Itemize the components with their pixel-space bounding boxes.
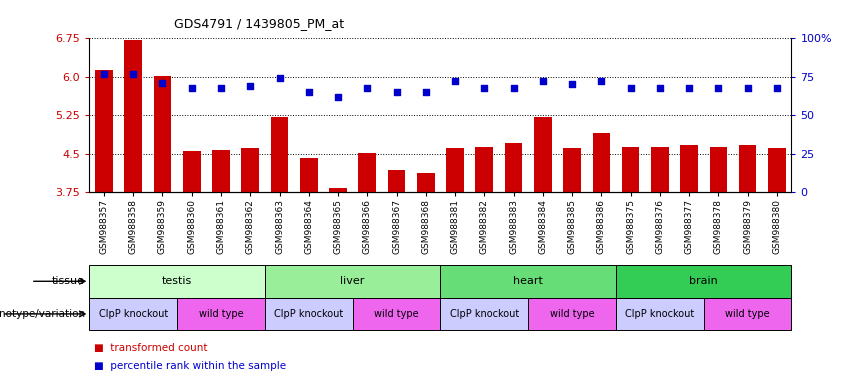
Bar: [265, 298, 352, 330]
Text: GDS4791 / 1439805_PM_at: GDS4791 / 1439805_PM_at: [174, 17, 345, 30]
Point: [624, 84, 637, 91]
Bar: [89, 298, 177, 330]
Bar: [352, 298, 440, 330]
Bar: [300, 158, 317, 192]
Bar: [154, 76, 171, 192]
Bar: [680, 145, 698, 192]
Point: [419, 89, 432, 95]
Point: [740, 84, 754, 91]
Bar: [505, 143, 523, 192]
Point: [653, 84, 666, 91]
Bar: [271, 117, 288, 192]
Bar: [183, 151, 201, 192]
Text: genotype/variation: genotype/variation: [0, 309, 85, 319]
Bar: [242, 148, 259, 192]
Bar: [329, 189, 346, 192]
Point: [770, 84, 784, 91]
Point: [331, 94, 345, 100]
Bar: [358, 152, 376, 192]
Point: [477, 84, 491, 91]
Point: [361, 84, 374, 91]
Point: [185, 84, 198, 91]
Bar: [446, 149, 464, 192]
Point: [390, 89, 403, 95]
Bar: [417, 173, 435, 192]
Point: [595, 78, 608, 84]
Bar: [534, 117, 551, 192]
Bar: [89, 265, 265, 298]
Bar: [441, 298, 528, 330]
Bar: [124, 40, 142, 192]
Text: ClpP knockout: ClpP knockout: [449, 309, 519, 319]
Bar: [388, 170, 405, 192]
Bar: [622, 147, 639, 192]
Point: [506, 84, 520, 91]
Point: [683, 84, 696, 91]
Text: wild type: wild type: [550, 309, 594, 319]
Bar: [616, 298, 704, 330]
Text: ■  transformed count: ■ transformed count: [94, 343, 207, 353]
Bar: [710, 147, 727, 192]
Text: liver: liver: [340, 276, 365, 286]
Text: ClpP knockout: ClpP knockout: [99, 309, 168, 319]
Bar: [441, 265, 616, 298]
Text: ClpP knockout: ClpP knockout: [274, 309, 343, 319]
Text: ■  percentile rank within the sample: ■ percentile rank within the sample: [94, 361, 286, 371]
Text: wild type: wild type: [374, 309, 419, 319]
Text: wild type: wild type: [725, 309, 770, 319]
Point: [448, 78, 462, 84]
Point: [214, 84, 228, 91]
Point: [302, 89, 316, 95]
Bar: [563, 149, 580, 192]
Point: [272, 75, 286, 81]
Bar: [592, 132, 610, 192]
Text: brain: brain: [689, 276, 718, 286]
Bar: [739, 145, 757, 192]
Bar: [528, 298, 616, 330]
Text: wild type: wild type: [198, 309, 243, 319]
Point: [711, 84, 725, 91]
Text: heart: heart: [513, 276, 543, 286]
Bar: [651, 147, 669, 192]
Bar: [265, 265, 440, 298]
Bar: [768, 148, 785, 192]
Point: [127, 71, 140, 77]
Point: [536, 78, 550, 84]
Point: [156, 80, 169, 86]
Point: [565, 81, 579, 88]
Bar: [177, 298, 265, 330]
Point: [243, 83, 257, 89]
Text: ClpP knockout: ClpP knockout: [625, 309, 694, 319]
Bar: [704, 298, 791, 330]
Bar: [616, 265, 791, 298]
Point: [97, 71, 111, 77]
Text: tissue: tissue: [52, 276, 85, 286]
Bar: [212, 149, 230, 192]
Bar: [95, 70, 112, 192]
Bar: [476, 147, 493, 192]
Text: testis: testis: [162, 276, 192, 286]
